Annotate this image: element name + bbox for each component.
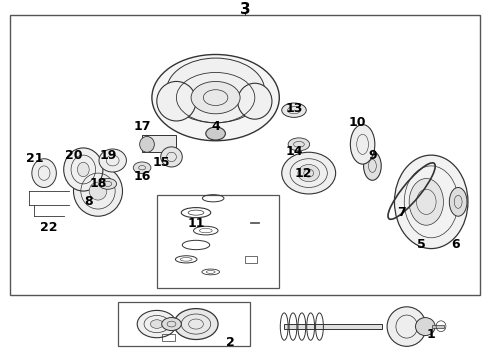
- Ellipse shape: [64, 148, 103, 191]
- Text: 2: 2: [226, 336, 235, 348]
- Text: 9: 9: [368, 149, 377, 162]
- Ellipse shape: [133, 162, 151, 174]
- Text: 17: 17: [133, 120, 151, 133]
- Ellipse shape: [416, 318, 435, 336]
- Text: 11: 11: [187, 217, 205, 230]
- Ellipse shape: [99, 149, 126, 172]
- Ellipse shape: [206, 127, 225, 140]
- Text: 22: 22: [40, 221, 58, 234]
- Bar: [284, 324, 382, 329]
- Ellipse shape: [99, 179, 117, 189]
- Text: 8: 8: [84, 195, 93, 208]
- Ellipse shape: [350, 125, 375, 164]
- Text: 3: 3: [240, 2, 250, 17]
- Ellipse shape: [364, 152, 381, 180]
- Ellipse shape: [449, 188, 467, 216]
- Bar: [245, 256, 257, 263]
- Text: 4: 4: [211, 120, 220, 133]
- Ellipse shape: [32, 159, 56, 188]
- Bar: [432, 325, 444, 328]
- Text: 14: 14: [285, 145, 303, 158]
- Text: 12: 12: [295, 167, 313, 180]
- Text: 18: 18: [89, 177, 107, 190]
- Ellipse shape: [394, 155, 468, 248]
- Text: 10: 10: [349, 116, 367, 129]
- Ellipse shape: [282, 103, 306, 117]
- Ellipse shape: [238, 83, 272, 119]
- Ellipse shape: [191, 81, 240, 114]
- Ellipse shape: [137, 310, 176, 338]
- Ellipse shape: [162, 318, 181, 330]
- Bar: [142, 135, 176, 152]
- Text: 20: 20: [65, 149, 82, 162]
- Ellipse shape: [150, 320, 163, 328]
- Text: 13: 13: [285, 102, 303, 115]
- Text: 21: 21: [25, 152, 43, 165]
- Text: 15: 15: [153, 156, 171, 169]
- Ellipse shape: [387, 307, 426, 346]
- Bar: [162, 334, 175, 341]
- Ellipse shape: [167, 58, 265, 123]
- Bar: [157, 195, 279, 288]
- Ellipse shape: [288, 138, 310, 151]
- Ellipse shape: [298, 165, 319, 182]
- Ellipse shape: [174, 309, 218, 339]
- Text: 6: 6: [451, 238, 460, 252]
- Text: 5: 5: [417, 238, 426, 252]
- Ellipse shape: [77, 162, 89, 177]
- Ellipse shape: [152, 54, 279, 141]
- Ellipse shape: [157, 81, 196, 121]
- Text: 1: 1: [427, 328, 436, 341]
- Text: 19: 19: [99, 149, 117, 162]
- Ellipse shape: [140, 136, 154, 152]
- Bar: [118, 302, 250, 346]
- Ellipse shape: [282, 152, 336, 194]
- Ellipse shape: [409, 179, 443, 225]
- Bar: [250, 222, 259, 224]
- Text: 16: 16: [133, 170, 151, 183]
- Ellipse shape: [89, 182, 107, 200]
- Ellipse shape: [161, 147, 182, 167]
- Text: 7: 7: [397, 206, 406, 219]
- Ellipse shape: [74, 166, 122, 216]
- Bar: [10, 15, 480, 295]
